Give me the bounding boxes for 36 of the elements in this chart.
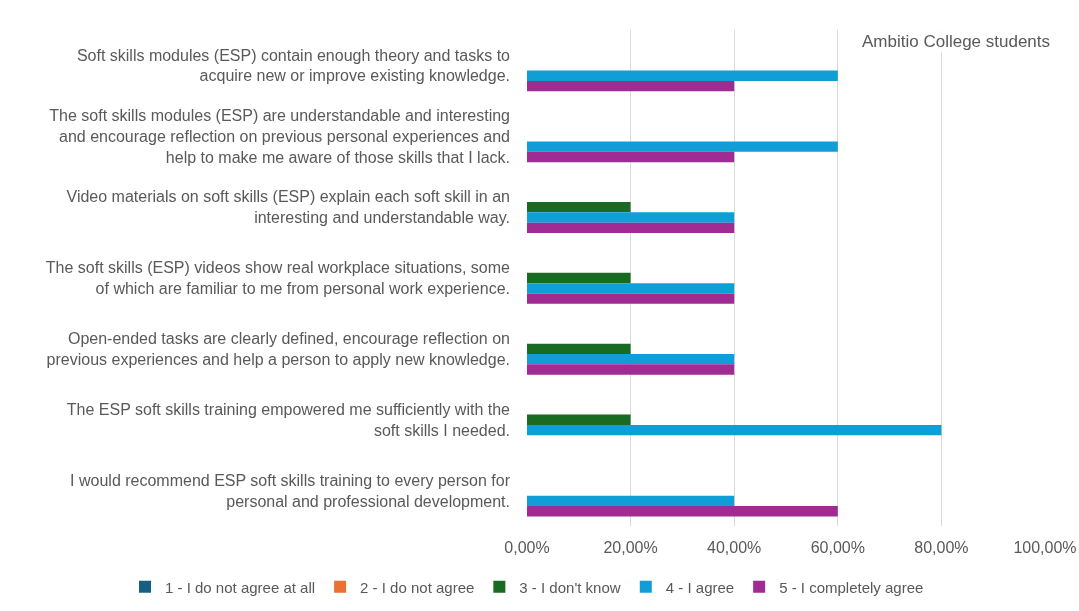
bar: [527, 70, 838, 81]
x-tick-label: 60,00%: [810, 539, 865, 556]
bar: [527, 201, 631, 213]
bar: [527, 222, 735, 234]
bar: [527, 343, 631, 355]
y-tick-label: Soft skills modules (ESP) contain enough theory and tasks to acquire new or improve existing knowledge.: [76, 46, 511, 85]
chart-title: Ambitio College students: [862, 32, 1051, 51]
x-tick-label: 0,00%: [504, 539, 550, 556]
y-tick-label: The soft skills modules (ESP) are understandable and interesting and encourage reflection on previous personal experiences and help to make me aware of those skills that I lack.: [49, 107, 510, 166]
bar: [527, 80, 735, 92]
bar: [527, 151, 735, 163]
y-tick-label: Open-ended tasks are clearly defined, encourage reflection on previous experiences and help a person to apply new knowledge.: [46, 330, 510, 368]
x-tick-label: 80,00%: [914, 539, 969, 556]
bar: [527, 293, 735, 304]
bar: [527, 212, 735, 223]
y-tick-label: Video materials on soft skills (ESP) explain each soft skill in an interesting and understandable way.: [66, 188, 510, 227]
x-tick-label: 40,00%: [707, 539, 762, 556]
bar: [527, 354, 735, 365]
legend-label: 2 - I do not agree: [360, 578, 475, 596]
bar: [527, 283, 735, 294]
bar: [527, 364, 735, 375]
bar: [527, 272, 631, 284]
legend-label: 5 - I completely agree: [779, 578, 924, 596]
bar: [527, 414, 631, 425]
x-tick-label: 20,00%: [603, 539, 658, 556]
bar: [527, 495, 735, 507]
y-tick-label: I would recommend ESP soft skills training to every person for personal and professional development.: [70, 471, 511, 510]
y-tick-label: The ESP soft skills training empowered me sufficiently with the soft skills I needed.: [66, 400, 511, 439]
bar: [527, 141, 838, 152]
legend-label: 3 - I don't know: [519, 578, 621, 596]
x-tick-label: 100,00%: [1013, 539, 1077, 556]
bar: [527, 506, 838, 517]
legend-label: 1 - I do not agree at all: [165, 578, 316, 596]
legend-label: 4 - I agree: [665, 578, 735, 596]
bar: [527, 424, 942, 436]
y-tick-label: The soft skills (ESP) videos show real workplace situations, some of which are familiar to me from personal work experience.: [45, 259, 511, 297]
